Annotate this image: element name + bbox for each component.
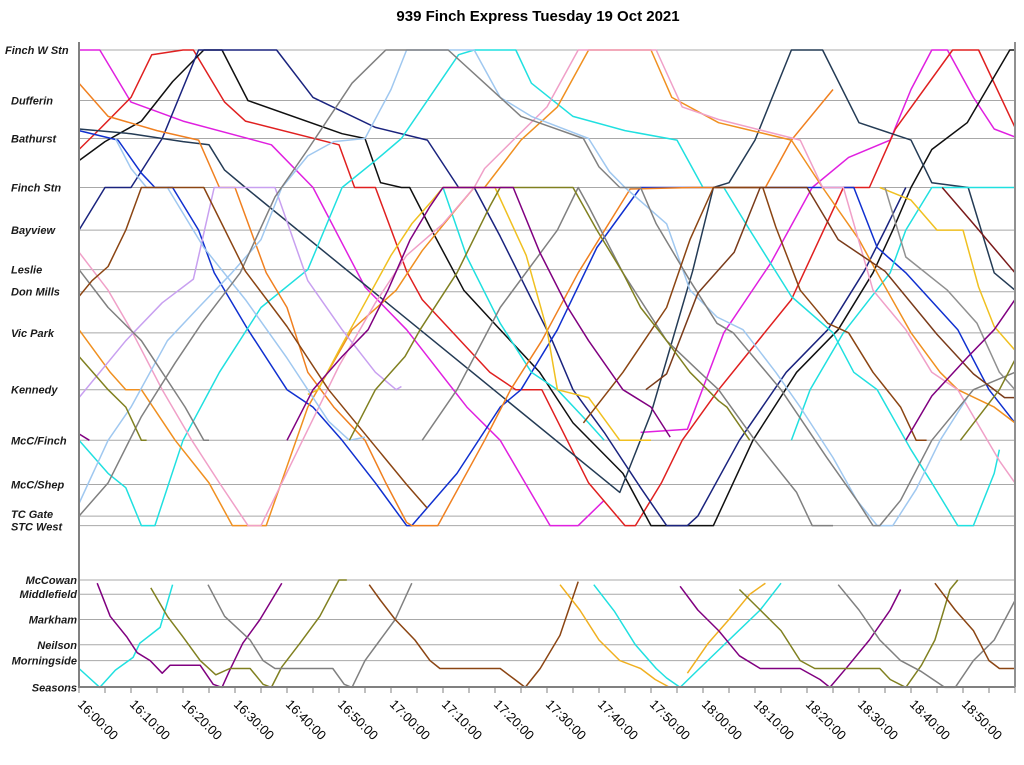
time-tick-label: 17:10:00	[439, 697, 485, 743]
vehicle-trace-upper	[78, 49, 1015, 527]
vehicle-trace-upper	[884, 187, 1016, 391]
vehicle-trace-lower	[686, 582, 766, 674]
vehicle-trace-upper	[78, 49, 1016, 527]
vehicle-trace-upper	[114, 138, 366, 442]
time-tick-labels: 16:00:00 16:10:00 16:20:00 16:30:00 16:40:00…	[75, 697, 1005, 743]
vehicle-trace-lower	[96, 582, 283, 689]
vehicle-trace-upper	[79, 49, 605, 527]
time-tick-label: 17:50:00	[647, 697, 693, 743]
stop-label: Neilson	[37, 640, 77, 652]
vehicle-trace-upper	[645, 186, 1015, 399]
vehicle-trace-lower	[837, 584, 1016, 689]
vehicle-trace-lower	[150, 579, 347, 689]
vehicle-trace-upper	[941, 187, 1016, 274]
vehicle-trace-upper	[348, 186, 751, 441]
vehicle-trace-upper	[640, 49, 1016, 434]
stop-label: McC/Shep	[11, 480, 64, 492]
vehicle-trace-upper	[78, 129, 1016, 527]
vehicle-trace-upper	[78, 49, 1016, 527]
time-tick-label: 18:30:00	[855, 697, 901, 743]
time-tick-label: 16:40:00	[283, 697, 329, 743]
vehicle-trace-upper	[78, 49, 907, 527]
time-tick-label: 17:30:00	[543, 697, 589, 743]
stop-label: Finch W Stn	[5, 45, 69, 57]
vehicle-trace-upper	[723, 187, 1001, 527]
stop-label: Markham	[29, 615, 78, 627]
vehicle-trace-lower	[738, 579, 959, 689]
stop-label: McCowan	[26, 575, 78, 587]
stop-label: McC/Finch	[11, 435, 67, 447]
vehicle-trace-upper	[442, 187, 605, 441]
stop-label: Vic Park	[11, 328, 55, 340]
vehicle-trace-upper	[421, 186, 833, 527]
stop-label: Kennedy	[11, 385, 58, 397]
vehicle-trace-lower	[207, 582, 413, 689]
stop-label: Dufferin	[11, 96, 53, 108]
vehicle-trace-upper	[78, 269, 209, 442]
stop-labels: Finch W Stn Dufferin Bathurst Finch Stn Bayv…	[5, 45, 77, 694]
vehicle-trace-lower	[934, 582, 1015, 670]
vehicle-trace-lower	[593, 582, 782, 689]
stop-label: Don Mills	[11, 287, 60, 299]
vehicle-trace-upper	[78, 433, 90, 441]
vehicle-trace-upper	[905, 299, 1016, 441]
time-tick-label: 16:30:00	[231, 697, 277, 743]
gridlines	[79, 49, 1015, 688]
time-tick-label: 16:00:00	[75, 697, 121, 743]
time-tick-label: 17:40:00	[595, 697, 641, 743]
time-tick-label: 17:20:00	[491, 697, 537, 743]
stop-label: Middlefield	[20, 589, 78, 601]
time-tick-label: 18:00:00	[699, 697, 745, 743]
vehicle-trace-upper	[78, 82, 834, 527]
stop-label: Morningside	[12, 656, 77, 668]
vehicle-trace-upper	[78, 49, 1016, 527]
time-tick-label: 18:20:00	[803, 697, 849, 743]
vehicle-trace-upper	[78, 186, 402, 399]
vehicle-trace-upper	[78, 186, 428, 509]
vehicle-trace-upper	[582, 186, 927, 442]
stop-label: TC Gate	[11, 509, 53, 521]
time-tick-label: 16:50:00	[335, 697, 381, 743]
vehicle-trace-lower	[679, 585, 902, 689]
vehicle-trace-upper	[78, 49, 1016, 494]
time-tick-label: 18:50:00	[959, 697, 1005, 743]
time-tick-label: 17:00:00	[387, 697, 433, 743]
vehicle-trace-lower	[559, 584, 671, 689]
vehicle-trace-upper	[959, 359, 1016, 441]
vehicle-trace-upper	[879, 186, 1016, 351]
vehicle-trace-upper	[78, 49, 1016, 527]
stop-label: Finch Stn	[11, 182, 61, 194]
stop-label: Bayview	[11, 225, 56, 237]
time-tick-label: 18:40:00	[907, 697, 953, 743]
vehicle-trace-upper	[78, 49, 704, 527]
stop-label: Bathurst	[11, 133, 58, 145]
vehicle-trace-upper	[78, 49, 968, 527]
chart-title: 939 Finch Express Tuesday 19 Oct 2021	[396, 8, 679, 25]
stop-label: Leslie	[11, 265, 42, 277]
vehicle-trace-upper	[790, 186, 1015, 441]
time-tick-label: 16:10:00	[127, 697, 173, 743]
stop-label: Seasons	[32, 682, 77, 694]
time-tick-label: 18:10:00	[751, 697, 797, 743]
vehicle-traces	[78, 49, 1016, 689]
time-tick-label: 16:20:00	[179, 697, 225, 743]
vehicle-trace-lower	[368, 581, 579, 689]
stop-label: STC West	[11, 522, 63, 534]
vehicle-trace-upper	[286, 186, 671, 441]
axes	[78, 42, 1016, 693]
vehicle-trace-upper	[78, 356, 147, 442]
